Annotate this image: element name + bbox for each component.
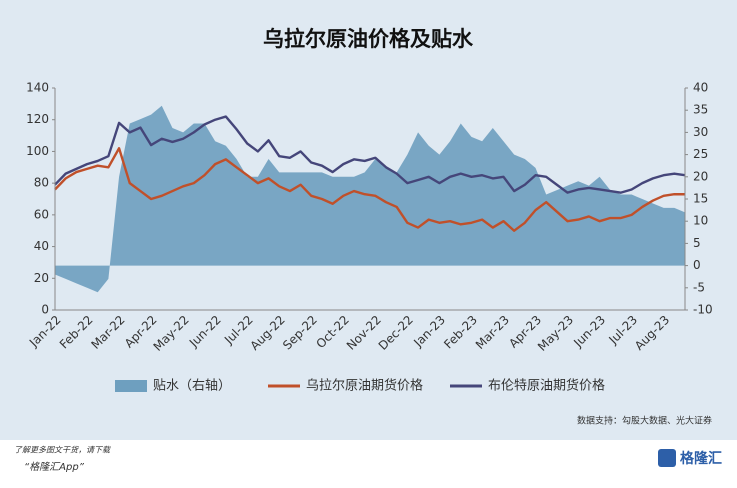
y2-tick-label: 15 bbox=[693, 192, 708, 206]
y-tick-label: 60 bbox=[34, 207, 49, 221]
y2-tick-label: -10 bbox=[693, 303, 713, 317]
legend-swatch bbox=[115, 380, 147, 392]
y2-tick-label: 35 bbox=[693, 103, 708, 117]
y2-tick-label: 0 bbox=[693, 258, 701, 272]
footer-note: 了解更多图文干货，请下载 bbox=[14, 446, 111, 455]
y-tick-label: 80 bbox=[34, 176, 49, 190]
brand: 格隆汇 bbox=[680, 450, 722, 467]
y-tick-label: 140 bbox=[26, 81, 49, 95]
y2-tick-label: 25 bbox=[693, 147, 708, 161]
source: 数据支持：勾股大数据、光大证券 bbox=[577, 415, 712, 427]
y-tick-label: 100 bbox=[26, 144, 49, 158]
logo-icon bbox=[658, 449, 676, 467]
y2-tick-label: 30 bbox=[693, 125, 708, 139]
footer-app: “格隆汇App” bbox=[24, 461, 85, 473]
y-tick-label: 40 bbox=[34, 239, 49, 253]
y2-tick-label: 5 bbox=[693, 236, 701, 250]
line bbox=[54, 147, 685, 232]
y2-tick-label: 20 bbox=[693, 169, 708, 183]
y2-tick-label: 10 bbox=[693, 214, 708, 228]
legend-label: 布伦特原油期货价格 bbox=[488, 378, 605, 394]
legend-label: 乌拉尔原油期货价格 bbox=[306, 378, 423, 394]
y-tick-label: 0 bbox=[41, 303, 49, 317]
y2-tick-label: 40 bbox=[693, 81, 708, 95]
y2-tick-label: -5 bbox=[693, 280, 705, 294]
y-tick-label: 120 bbox=[26, 112, 49, 126]
area bbox=[55, 105, 685, 293]
y-tick-label: 20 bbox=[34, 271, 49, 285]
legend-label: 贴水（右轴） bbox=[153, 379, 231, 394]
line bbox=[54, 115, 686, 194]
chart-title: 乌拉尔原油价格及贴水 bbox=[263, 27, 474, 51]
